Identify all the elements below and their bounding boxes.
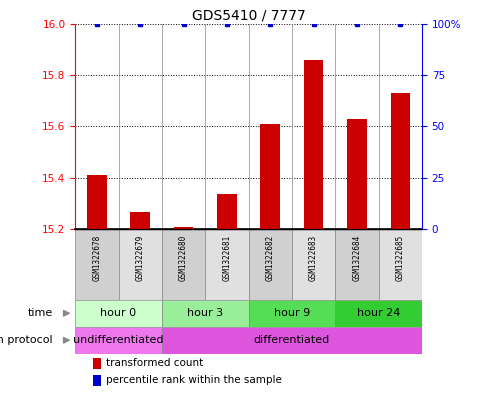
Bar <box>92 358 101 369</box>
Bar <box>390 93 409 229</box>
Text: GSM1322682: GSM1322682 <box>265 235 274 281</box>
Bar <box>291 229 334 300</box>
Text: GSM1322681: GSM1322681 <box>222 235 231 281</box>
Text: hour 9: hour 9 <box>273 308 309 318</box>
Text: hour 3: hour 3 <box>187 308 223 318</box>
Text: percentile rank within the sample: percentile rank within the sample <box>106 375 282 385</box>
Bar <box>162 300 248 327</box>
Text: hour 24: hour 24 <box>356 308 399 318</box>
Bar <box>334 229 378 300</box>
Bar <box>75 229 118 300</box>
Text: differentiated: differentiated <box>253 335 329 345</box>
Bar <box>130 213 150 229</box>
Bar <box>162 229 205 300</box>
Bar <box>303 60 323 229</box>
Text: transformed count: transformed count <box>106 358 203 368</box>
Text: time: time <box>27 308 53 318</box>
Title: GDS5410 / 7777: GDS5410 / 7777 <box>191 8 305 22</box>
Bar <box>162 327 421 354</box>
Bar <box>173 226 193 229</box>
Bar <box>248 300 334 327</box>
Bar <box>75 327 162 354</box>
Text: GSM1322679: GSM1322679 <box>136 235 144 281</box>
Text: GSM1322684: GSM1322684 <box>352 235 361 281</box>
Text: GSM1322680: GSM1322680 <box>179 235 188 281</box>
Bar <box>334 300 421 327</box>
Bar <box>87 175 106 229</box>
Text: GSM1322678: GSM1322678 <box>92 235 101 281</box>
Bar <box>248 229 291 300</box>
Text: GSM1322683: GSM1322683 <box>308 235 318 281</box>
Bar <box>347 119 366 229</box>
Text: GSM1322685: GSM1322685 <box>395 235 404 281</box>
Text: undifferentiated: undifferentiated <box>73 335 164 345</box>
Bar <box>118 229 162 300</box>
Text: hour 0: hour 0 <box>100 308 136 318</box>
Bar <box>205 229 248 300</box>
Text: growth protocol: growth protocol <box>0 335 53 345</box>
Bar <box>260 124 279 229</box>
Bar <box>217 195 236 229</box>
Bar <box>378 229 421 300</box>
Bar <box>75 300 162 327</box>
Bar <box>92 375 101 386</box>
